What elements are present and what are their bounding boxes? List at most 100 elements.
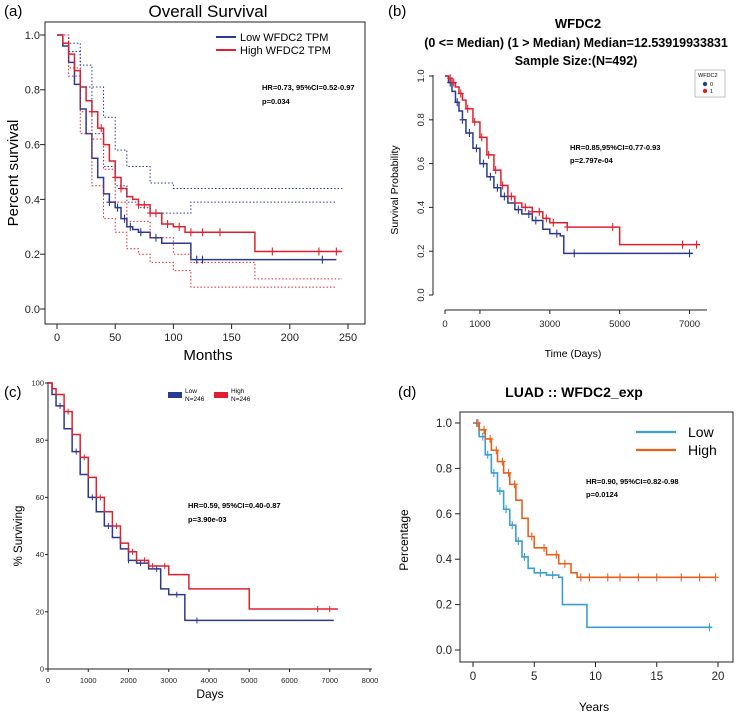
legend-a: Low WFDC2 TPM High WFDC2 TPM — [216, 32, 331, 57]
censor-mark-b-0-2 — [459, 115, 466, 124]
censor-mark-b-1-18 — [693, 240, 700, 249]
x-tick-label-a-1: 50 — [109, 332, 121, 344]
series-lines-a — [57, 34, 343, 288]
y-tick-label-b-1: 0.2 — [416, 245, 427, 258]
censor-mark-a-0-2 — [121, 214, 128, 223]
y-tick-label-b-5: 1.0 — [416, 69, 427, 82]
censor-mark-d-1-4 — [499, 457, 506, 466]
y-tick-label-c-4: 80 — [36, 436, 44, 445]
series-line-a-3 — [57, 34, 337, 288]
censor-mark-b-1-7 — [492, 166, 499, 175]
panel-label-a: (a) — [4, 3, 22, 20]
x-tick-label-c-4: 4000 — [201, 676, 218, 685]
legend-label-1-b: 1 — [710, 89, 713, 95]
censor-mark-b-1-11 — [529, 207, 536, 216]
censor-mark-d-1-2 — [487, 434, 494, 443]
censor-mark-b-1-13 — [543, 214, 550, 223]
censor-mark-b-0-3 — [466, 128, 473, 137]
hr-annotation-a: HR=0.73, 95%CI=0.52-0.97 — [262, 83, 355, 92]
y-axis-label-a: Percent survival — [5, 120, 22, 227]
y-tick-label-c-2: 40 — [36, 550, 44, 559]
y-tick-label-d-4: 0.8 — [436, 463, 452, 475]
series-line-a-5 — [57, 34, 343, 280]
censor-mark-a-1-8 — [164, 220, 171, 229]
x-ticks-b: 0 1000 3000 5000 7000 — [442, 310, 700, 330]
chart-title-b-line3: Sample Size:(N=492) — [515, 54, 638, 68]
censor-mark-a-0-3 — [127, 222, 134, 231]
censor-mark-a-0-1 — [114, 203, 121, 212]
legend-label-high-c: High — [231, 388, 245, 395]
legend-label-high-d: High — [688, 442, 717, 458]
censor-mark-a-1-15 — [333, 247, 340, 256]
legend-n-low-c: N=246 — [185, 396, 205, 403]
censor-mark-a-1-14 — [315, 247, 322, 256]
x-tick-label-b-4: 7000 — [679, 319, 700, 330]
censor-mark-d-1-6 — [511, 480, 518, 489]
censor-mark-b-1-17 — [679, 240, 686, 249]
censor-mark-d-0-4 — [496, 487, 503, 496]
plot-frame-a — [44, 21, 366, 325]
x-tick-label-c-6: 6000 — [281, 676, 298, 685]
censor-mark-a-1-7 — [152, 209, 159, 218]
x-tick-label-c-1: 1000 — [80, 676, 97, 685]
censor-mark-b-0-10 — [525, 209, 532, 218]
series-line-d-0 — [473, 422, 712, 629]
y-tick-label-a-2: 0.4 — [25, 194, 40, 206]
hr-annotation-d: HR=0.90, 95%CI=0.82-0.98 — [586, 477, 679, 486]
y-tick-label-d-5: 1.0 — [436, 418, 452, 430]
y-tick-label-a-5: 1.0 — [25, 30, 40, 42]
panel-label-c: (c) — [4, 384, 22, 401]
y-ticks-b: 0.0 0.2 0.4 0.6 0.8 1.0 — [416, 69, 433, 302]
censor-mark-a-0-6 — [193, 255, 200, 264]
censor-mark-d-1-19 — [712, 573, 719, 582]
censor-mark-a-0-0 — [106, 198, 113, 207]
censor-mark-a-0-7 — [199, 255, 206, 264]
chart-title-b-line2: (0 <= Median) (1 > Median) Median=12.539… — [424, 36, 728, 50]
censor-mark-d-1-1 — [481, 425, 488, 434]
censor-mark-a-1-2 — [112, 173, 119, 182]
panel-c: (c) Days % Surviving 0 1000 2000 3000 4000 50… — [4, 379, 378, 701]
x-tick-label-b-0: 0 — [442, 319, 447, 330]
legend-swatch-high-c — [214, 392, 228, 398]
y-tick-label-b-2: 0.4 — [416, 201, 427, 214]
censor-mark-b-1-10 — [522, 203, 529, 212]
p-annotation-c: p=3.90e-03 — [188, 515, 227, 524]
censor-mark-d-0-2 — [484, 450, 491, 459]
hr-annotation-c: HR=0.59, 95%CI=0.40-0.87 — [188, 501, 281, 510]
y-axis-label-d: Percentage — [397, 509, 411, 571]
censor-mark-d-0-3 — [490, 468, 497, 477]
censor-mark-d-0-1 — [479, 432, 486, 441]
chart-title-d: LUAD :: WFDC2_exp — [505, 384, 643, 400]
legend-label-0-b: 0 — [710, 82, 713, 88]
legend-b: WFDC2 0 1 — [694, 69, 726, 98]
chart-title-b-line1: WFDC2 — [555, 16, 601, 31]
panel-label-d: (d) — [398, 384, 416, 401]
chart-title-a: Overall Survival — [148, 2, 267, 21]
x-ticks-c: 0 1000 2000 3000 4000 5000 6000 7000 8000 — [46, 669, 378, 685]
hr-annotation-b: HR=0.85,95%CI=0.77-0.93 — [570, 143, 660, 152]
series-line-a-0 — [57, 34, 337, 261]
censor-mark-b-1-15 — [564, 223, 571, 232]
censor-mark-b-1-3 — [464, 104, 471, 113]
legend-d: Low High — [636, 424, 717, 458]
censor-mark-b-0-1 — [454, 98, 461, 107]
x-tick-label-a-3: 150 — [222, 332, 240, 344]
series-line-a-1 — [57, 34, 343, 253]
censor-mark-b-1-9 — [508, 192, 515, 201]
x-tick-label-b-3: 5000 — [609, 319, 630, 330]
legend-label-high-a: High WFDC2 TPM — [240, 45, 331, 57]
y-tick-label-c-0: 0 — [40, 665, 44, 674]
censor-mark-d-0-6 — [509, 521, 516, 530]
x-tick-label-d-2: 10 — [589, 671, 602, 683]
censor-mark-d-1-11 — [577, 573, 584, 582]
censor-mark-d-1-3 — [493, 446, 500, 455]
censor-mark-a-1-4 — [135, 200, 142, 209]
legend-box-b — [694, 69, 726, 98]
y-tick-label-b-3: 0.6 — [416, 157, 427, 170]
y-tick-label-b-0: 0.0 — [416, 288, 427, 301]
legend-title-b: WFDC2 — [698, 73, 718, 79]
x-tick-label-a-4: 200 — [281, 332, 299, 344]
censor-mark-d-1-5 — [505, 468, 512, 477]
censor-mark-b-0-13 — [571, 249, 578, 258]
